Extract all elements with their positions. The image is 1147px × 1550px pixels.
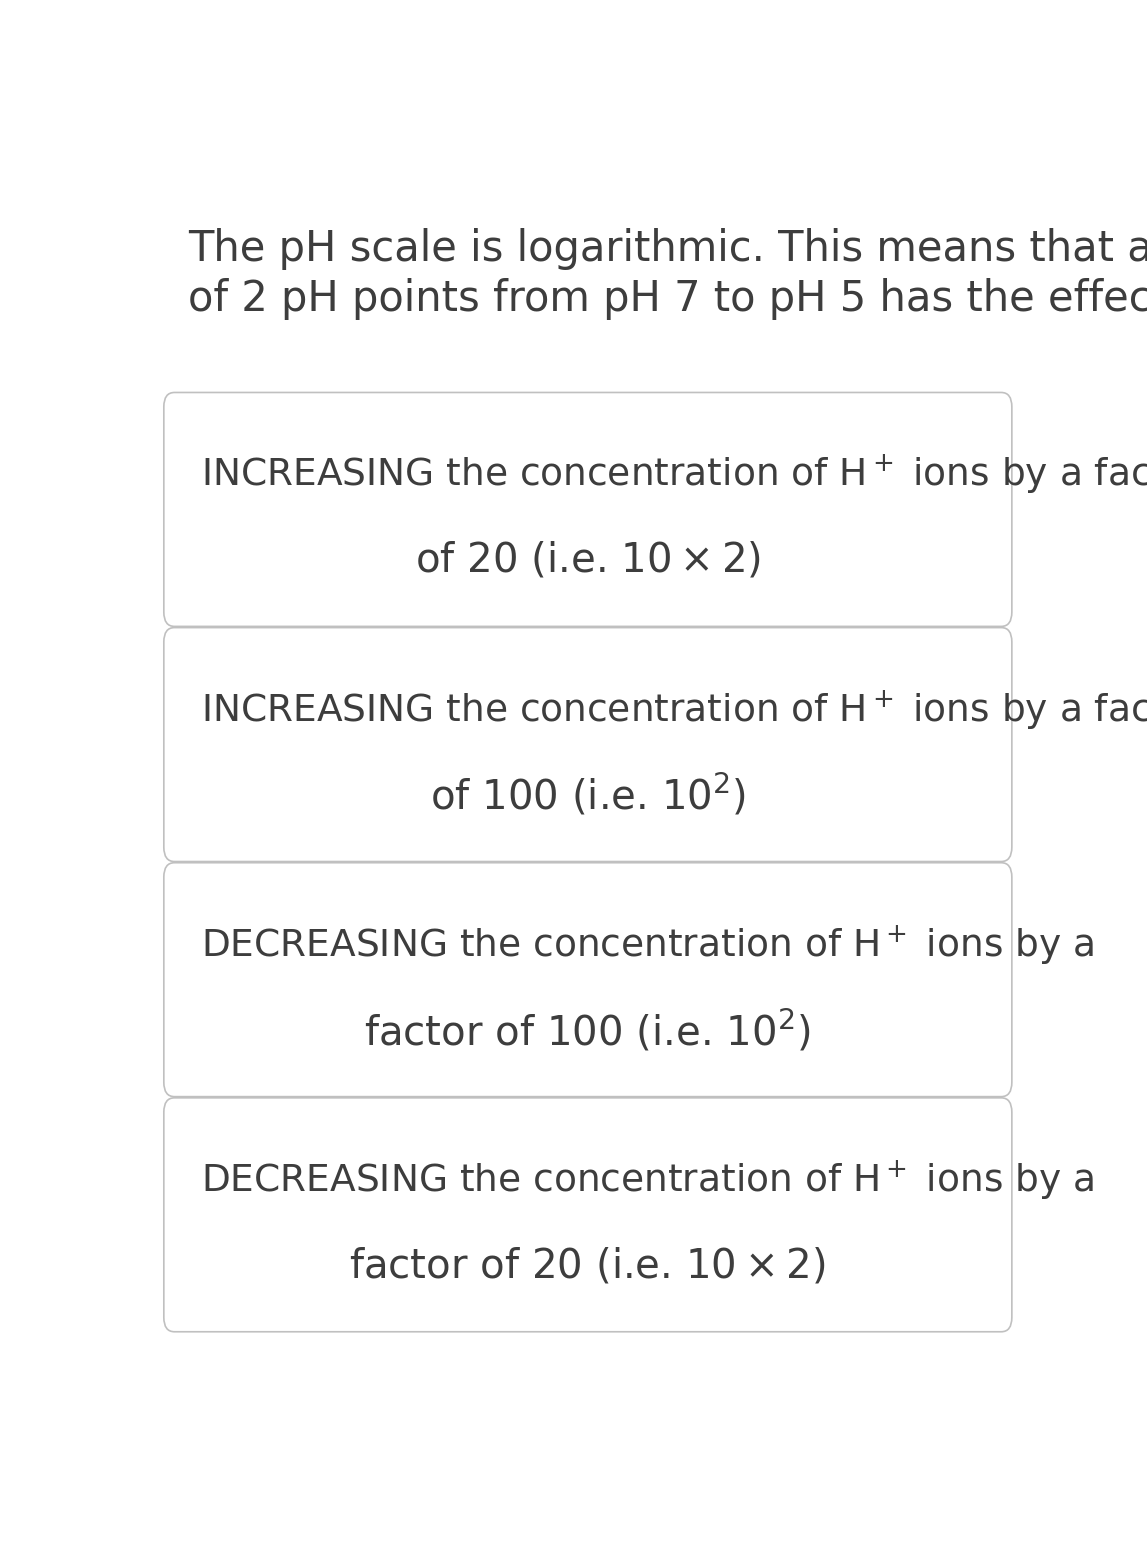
Text: factor of 20 (i.e. $10 \times 2$): factor of 20 (i.e. $10 \times 2$) — [350, 1246, 826, 1286]
Text: The pH scale is logarithmic. This means that a change: The pH scale is logarithmic. This means … — [188, 228, 1147, 270]
Text: of 100 (i.e. $10^2$): of 100 (i.e. $10^2$) — [430, 773, 746, 818]
FancyBboxPatch shape — [164, 863, 1012, 1097]
Text: of 2 pH points from pH 7 to pH 5 has the effect of...: of 2 pH points from pH 7 to pH 5 has the… — [188, 277, 1147, 319]
FancyBboxPatch shape — [164, 628, 1012, 862]
Text: DECREASING the concentration of H$^+$ ions by a: DECREASING the concentration of H$^+$ io… — [201, 1158, 1094, 1201]
FancyBboxPatch shape — [164, 392, 1012, 626]
Text: INCREASING the concentration of H$^+$ ions by a factor: INCREASING the concentration of H$^+$ io… — [201, 453, 1147, 496]
Text: factor of 100 (i.e. $10^2$): factor of 100 (i.e. $10^2$) — [365, 1008, 811, 1054]
Text: DECREASING the concentration of H$^+$ ions by a: DECREASING the concentration of H$^+$ io… — [201, 922, 1094, 967]
Text: of 20 (i.e. $10 \times 2$): of 20 (i.e. $10 \times 2$) — [415, 541, 760, 581]
FancyBboxPatch shape — [164, 1097, 1012, 1331]
Text: INCREASING the concentration of H$^+$ ions by a factor: INCREASING the concentration of H$^+$ io… — [201, 688, 1147, 732]
